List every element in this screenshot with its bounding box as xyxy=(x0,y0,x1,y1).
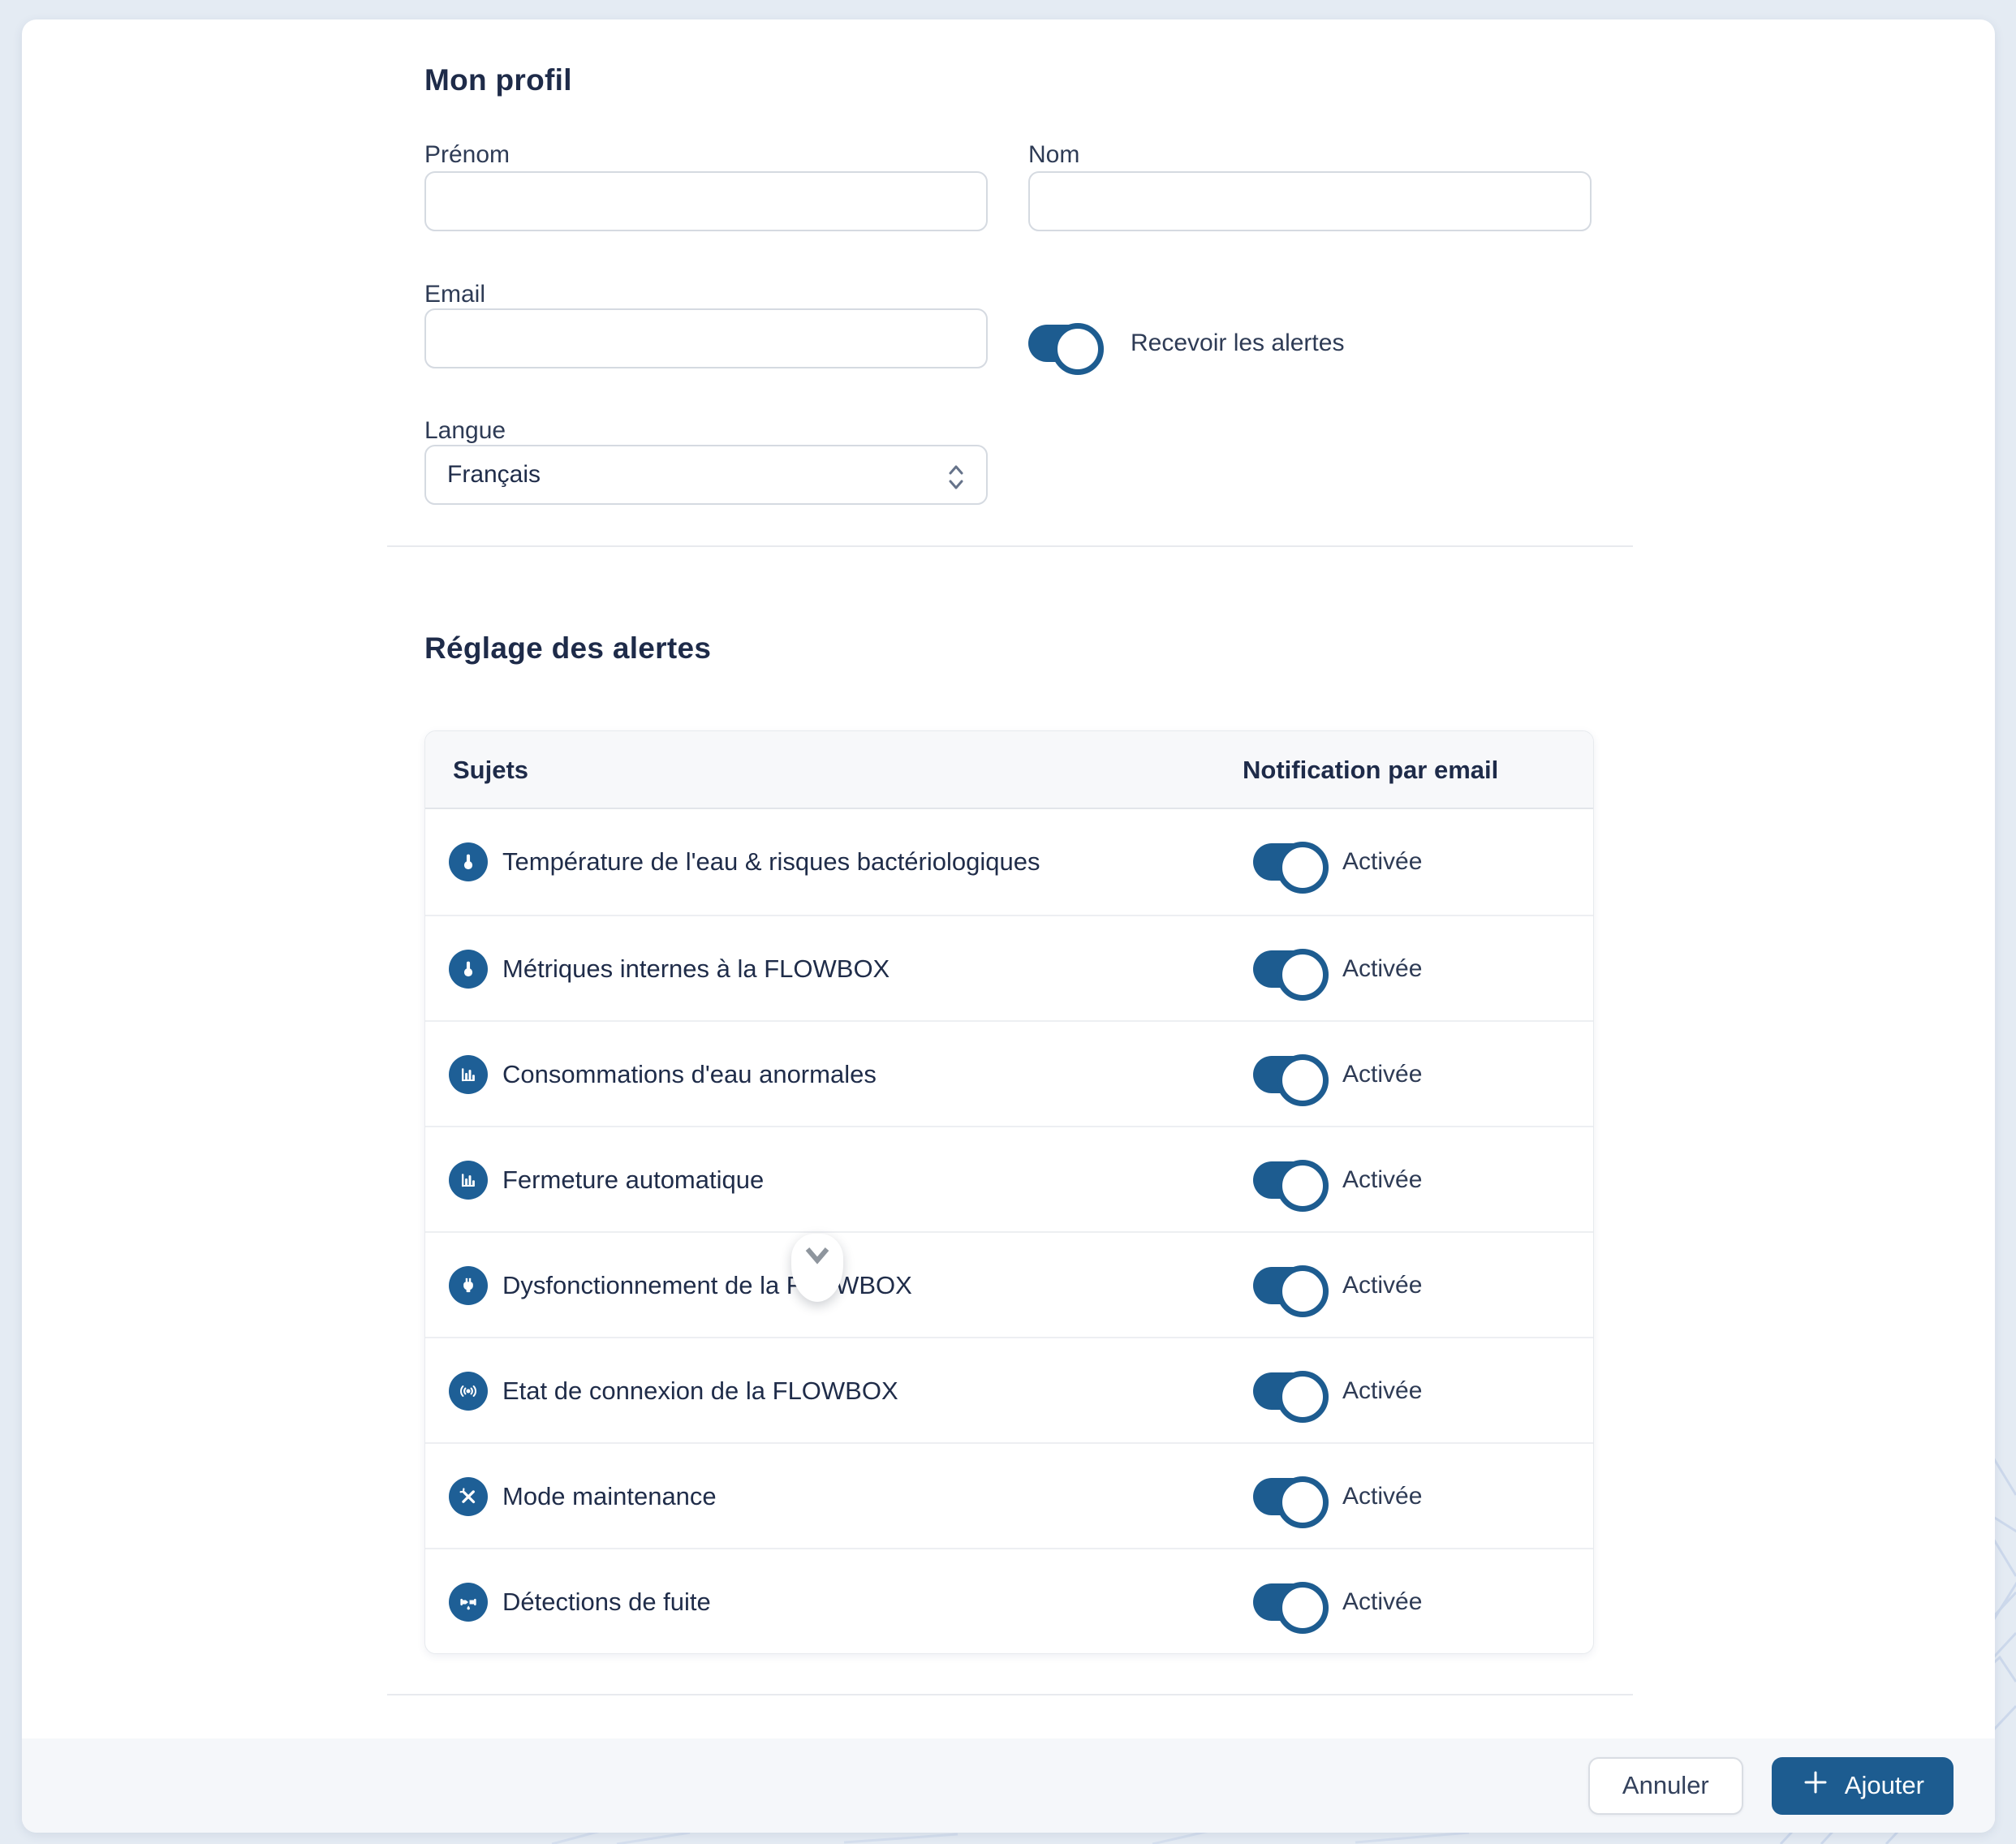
plug-icon xyxy=(449,1266,488,1305)
toggle-status-label: Activée xyxy=(1342,848,1423,875)
first-name-field[interactable] xyxy=(424,171,988,231)
email-label: Email xyxy=(424,281,486,308)
footer-bar: Annuler Ajouter xyxy=(22,1738,1995,1833)
alert-subject-label: Température de l'eau & risques bactériol… xyxy=(502,847,1040,876)
table-row: Consommations d'eau anormales Activée xyxy=(425,1020,1593,1126)
notification-toggle[interactable] xyxy=(1253,1054,1329,1106)
alert-subject-label: Consommations d'eau anormales xyxy=(502,1060,877,1088)
receive-alerts-label: Recevoir les alertes xyxy=(1131,330,1345,356)
blueprint-pattern-strip xyxy=(551,1831,1470,1844)
thermometer-icon xyxy=(449,842,488,881)
add-button-label: Ajouter xyxy=(1844,1771,1924,1799)
chevron-down-icon xyxy=(802,1245,833,1270)
table-row: Température de l'eau & risques bactériol… xyxy=(425,809,1593,915)
toggle-status-label: Activée xyxy=(1342,955,1423,982)
table-row: Dysfonctionnement de la FLOWBOX Activée xyxy=(425,1231,1593,1337)
alerts-table-header: Sujets Notification par email xyxy=(425,731,1593,809)
toggle-status-label: Activée xyxy=(1342,1588,1423,1615)
email-field[interactable] xyxy=(424,308,988,368)
settings-panel: Mon profil Prénom Nom Email Recevoir les… xyxy=(22,19,1995,1833)
notification-column-header: Notification par email xyxy=(1243,756,1499,784)
alert-subject-label: Dysfonctionnement de la FLOWBOX xyxy=(502,1271,912,1299)
alerts-table-body: Température de l'eau & risques bactériol… xyxy=(425,809,1593,1653)
notification-toggle[interactable] xyxy=(1253,1160,1329,1212)
toggle-status-label: Activée xyxy=(1342,1272,1423,1299)
alerts-section-title: Réglage des alertes xyxy=(424,631,712,665)
footer-divider xyxy=(387,1694,1633,1695)
toggle-status-label: Activée xyxy=(1342,1483,1423,1510)
thermometer-icon xyxy=(449,950,488,989)
notification-toggle[interactable] xyxy=(1253,949,1329,1001)
select-updown-icon xyxy=(946,460,967,501)
leak-icon xyxy=(449,1583,488,1622)
plus-icon xyxy=(1801,1768,1830,1803)
bar-chart-icon xyxy=(449,1161,488,1200)
table-row: Métriques internes à la FLOWBOX Activée xyxy=(425,915,1593,1020)
alert-subject-label: Mode maintenance xyxy=(502,1482,717,1510)
language-select-value: Français xyxy=(447,461,541,488)
signal-icon xyxy=(449,1372,488,1411)
alert-subject-label: Métriques internes à la FLOWBOX xyxy=(502,954,890,983)
table-row: Mode maintenance Activée xyxy=(425,1442,1593,1548)
language-select[interactable]: Français xyxy=(424,445,988,505)
notification-toggle[interactable] xyxy=(1253,1265,1329,1317)
subjects-column-header: Sujets xyxy=(453,756,529,784)
alert-subject-label: Détections de fuite xyxy=(502,1588,711,1616)
notification-toggle[interactable] xyxy=(1253,1371,1329,1423)
toggle-status-label: Activée xyxy=(1342,1061,1423,1088)
cancel-button[interactable]: Annuler xyxy=(1587,1756,1743,1815)
language-label: Langue xyxy=(424,417,506,444)
last-name-label: Nom xyxy=(1028,141,1080,168)
alert-subject-label: Fermeture automatique xyxy=(502,1165,765,1194)
toggle-status-label: Activée xyxy=(1342,1166,1423,1193)
notification-toggle[interactable] xyxy=(1253,1582,1329,1634)
receive-alerts-toggle[interactable] xyxy=(1028,323,1104,375)
table-row: Fermeture automatique Activée xyxy=(425,1126,1593,1231)
notification-toggle[interactable] xyxy=(1253,842,1329,894)
add-button[interactable]: Ajouter xyxy=(1771,1756,1954,1815)
first-name-label: Prénom xyxy=(424,141,510,168)
last-name-field[interactable] xyxy=(1028,171,1592,231)
profile-section-title: Mon profil xyxy=(424,63,572,97)
notification-toggle[interactable] xyxy=(1253,1476,1329,1528)
toggle-status-label: Activée xyxy=(1342,1377,1423,1404)
alert-subject-label: Etat de connexion de la FLOWBOX xyxy=(502,1377,898,1405)
bar-chart-icon xyxy=(449,1055,488,1094)
section-divider xyxy=(387,545,1633,547)
alerts-table: Sujets Notification par email Températur… xyxy=(424,730,1594,1654)
scroll-indicator[interactable] xyxy=(791,1234,843,1302)
table-row: Détections de fuite Activée xyxy=(425,1548,1593,1653)
tools-icon xyxy=(449,1477,488,1516)
receive-alerts-row: Recevoir les alertes xyxy=(1028,313,1345,375)
table-row: Etat de connexion de la FLOWBOX Activée xyxy=(425,1337,1593,1442)
